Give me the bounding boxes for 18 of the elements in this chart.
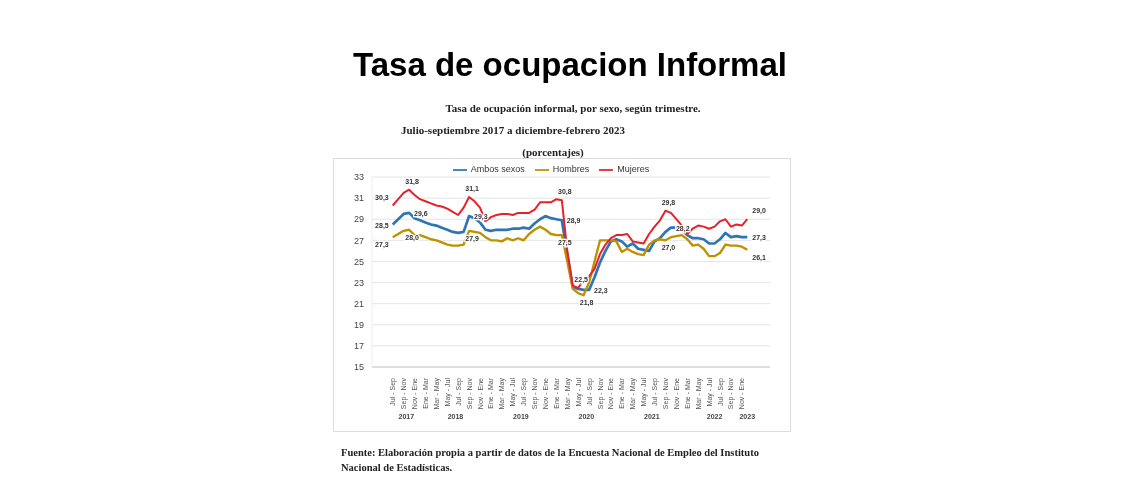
y-tick-label: 27 <box>353 235 364 246</box>
y-tick-label: 25 <box>353 256 364 267</box>
y-tick-label: 29 <box>353 214 364 225</box>
y-tick-label: 17 <box>353 341 364 352</box>
y-tick-label: 33 <box>353 172 364 183</box>
legend-label: Ambos sexos <box>470 164 525 175</box>
legend-label: Hombres <box>552 164 590 175</box>
legend-label: Mujeres <box>617 164 650 175</box>
source-note: Fuente: Elaboración propia a partir de datos de la Encuesta Nacional de Empleo del Instituto Nacional de Estadísticas. <box>341 446 760 475</box>
y-tick-label: 31 <box>353 193 364 204</box>
y-tick-label: 21 <box>353 298 364 309</box>
chart-title: Tasa de ocupacion Informal <box>352 46 788 84</box>
y-tick-label: 15 <box>353 362 364 373</box>
line-series <box>391 225 749 297</box>
chart-subtitle: Tasa de ocupación informal, por sexo, según trimestre. Julio-septiembre 2017 a diciembre-febrero 2023 (porcentajes) <box>399 102 702 158</box>
y-tick-label: 19 <box>353 319 364 330</box>
line-series <box>391 188 749 289</box>
y-tick-label: 23 <box>353 277 364 288</box>
